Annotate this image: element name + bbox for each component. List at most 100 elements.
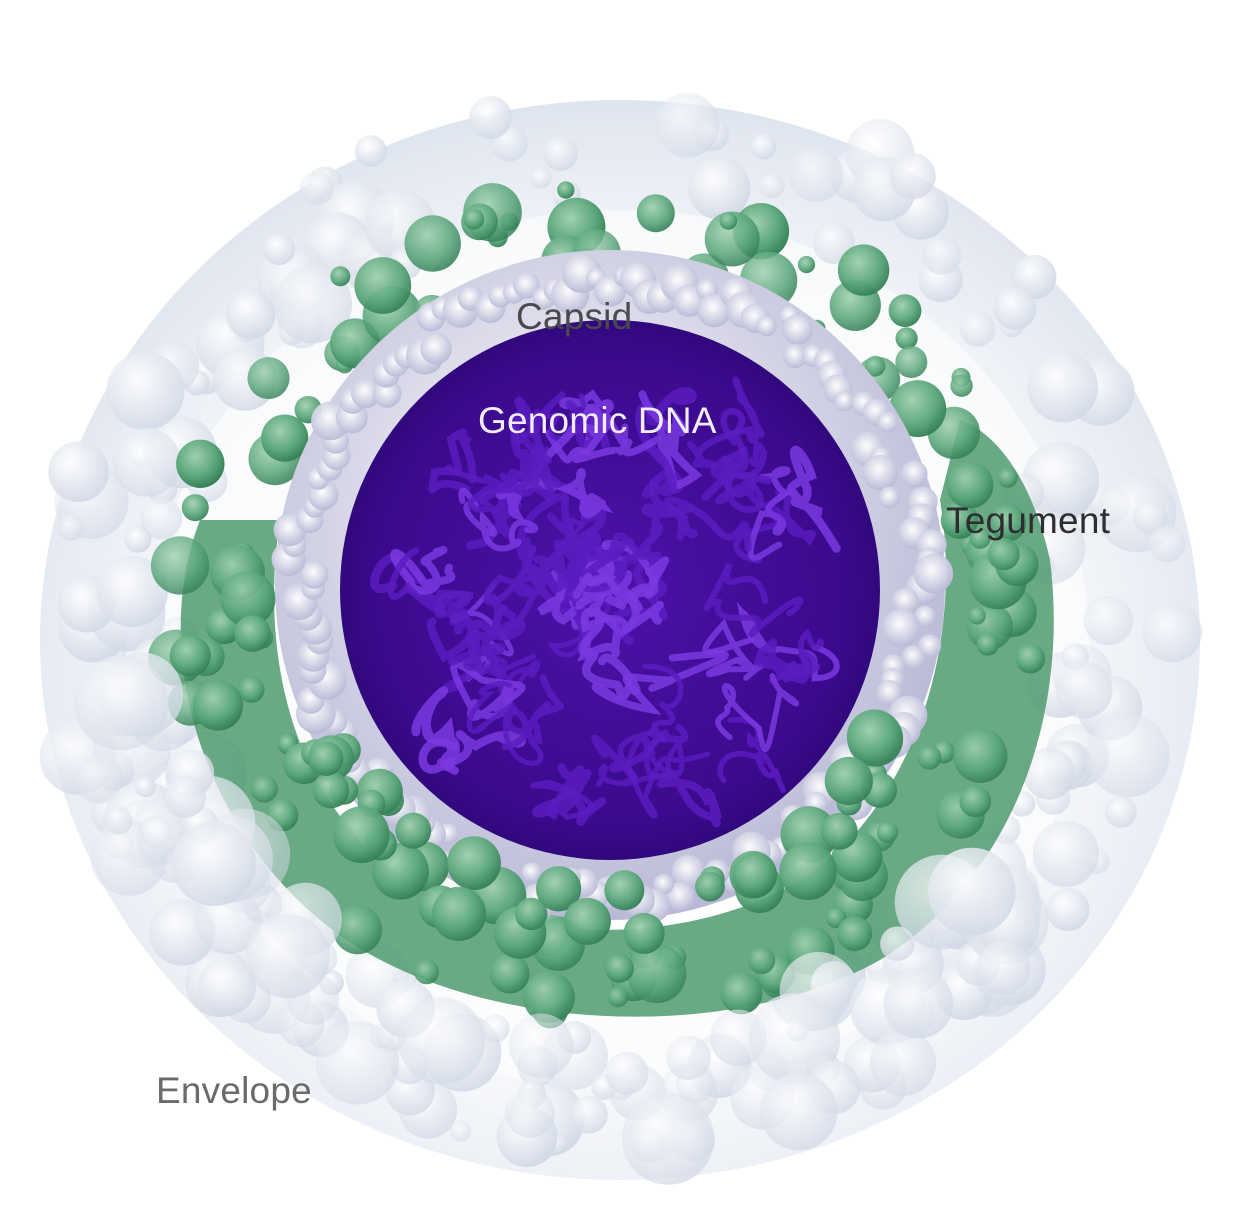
envelope-blob — [106, 352, 185, 430]
envelope-blob — [759, 172, 785, 199]
dna-strand — [642, 663, 684, 780]
tegument-front-blob — [447, 836, 501, 890]
tegument-front-blob — [515, 897, 548, 931]
tegument-front-blob — [779, 842, 837, 900]
tegument-front-blob — [395, 812, 432, 849]
envelope-front-blob — [880, 926, 915, 961]
tegument-blob — [333, 905, 382, 955]
dna-strand — [703, 562, 804, 639]
envelope-blob — [922, 236, 962, 275]
tegument-front-blob — [623, 912, 665, 954]
envelope-front-blob — [1105, 796, 1137, 828]
dna-strand — [702, 618, 764, 681]
genomic-dna-label: Genomic DNA — [478, 400, 717, 441]
capsid-bump — [671, 854, 705, 889]
tegument-blob — [895, 346, 928, 378]
dna-strand — [530, 779, 594, 821]
capsid-bump — [653, 873, 674, 895]
dna-strand — [753, 638, 821, 684]
tegument-front-blob — [333, 806, 390, 863]
envelope-blob — [750, 133, 777, 160]
tegument-blob — [895, 327, 918, 350]
envelope-front-blob — [605, 1051, 649, 1095]
capsid-bump — [834, 391, 855, 412]
dna-strand — [426, 617, 506, 671]
tegument-blob — [987, 538, 1020, 571]
tegument-blob — [946, 461, 994, 509]
tegument-blob — [627, 943, 687, 1004]
envelope-blob — [96, 555, 168, 628]
tegument-blob — [940, 501, 979, 539]
tegument-blob — [719, 212, 738, 230]
envelope-blob — [543, 136, 578, 172]
envelope-blob — [299, 171, 334, 206]
dna-strand — [630, 444, 695, 565]
dna-strand — [587, 539, 659, 634]
tegument-blob — [557, 181, 575, 199]
capsid-bump — [892, 587, 919, 615]
envelope-blob — [1083, 595, 1134, 646]
tegument-blob — [953, 728, 1008, 783]
capsid-bump — [882, 608, 921, 647]
tegument-blob — [463, 208, 485, 230]
envelope-front-blob — [245, 914, 330, 999]
envelope-blob — [687, 157, 751, 220]
tegument-blob — [176, 439, 225, 488]
envelope-blob — [450, 1120, 472, 1142]
tegument-blob — [720, 972, 763, 1015]
dna-strand — [390, 545, 456, 595]
tegument-blob — [988, 504, 1026, 542]
envelope-front-blob — [870, 1030, 937, 1096]
dna-strand — [572, 403, 662, 463]
envelope-blob — [1142, 602, 1202, 663]
envelope-front-blob — [163, 775, 207, 819]
tegument-blob — [968, 607, 986, 625]
envelope-blob — [140, 497, 183, 540]
tegument-front-blob — [431, 886, 486, 942]
envelope-front-blob — [1032, 820, 1099, 888]
tegument-blob — [959, 785, 991, 818]
tegument-blob — [876, 821, 899, 843]
envelope-blob — [788, 147, 844, 203]
tegument-blob — [489, 953, 530, 994]
envelope-front-blob — [760, 1073, 838, 1151]
dna-strand — [663, 496, 752, 552]
tegument-front-blob — [820, 812, 858, 850]
dna-strand — [507, 430, 556, 502]
tegument-blob — [607, 986, 629, 1008]
capsid-bump — [901, 645, 926, 670]
dna-strand — [617, 723, 672, 819]
envelope-blob — [134, 776, 156, 798]
dna-strand — [483, 544, 546, 634]
envelope-blob — [354, 135, 387, 167]
envelope-front-blob — [1046, 887, 1090, 932]
tegument-blob — [261, 414, 309, 462]
tegument-blob — [747, 946, 776, 974]
capsid-bump — [862, 454, 899, 491]
tegument-blob — [404, 215, 461, 272]
tegument-blob — [889, 380, 947, 438]
front-blobs — [73, 652, 1137, 1185]
envelope-blob — [469, 96, 512, 139]
envelope-blob — [1086, 713, 1170, 798]
envelope-blob — [112, 428, 181, 497]
dna-strand — [786, 445, 841, 553]
capsid-bump — [877, 411, 899, 433]
envelope-blob — [1011, 254, 1057, 300]
tegument-blob — [1015, 643, 1046, 674]
tegument-blob — [888, 294, 922, 327]
tegument-blob — [523, 971, 575, 1023]
capsid-bump — [914, 605, 936, 628]
tegument-blob — [181, 494, 209, 522]
capsid-bump — [521, 862, 542, 883]
tegument-blob — [636, 194, 675, 233]
envelope-front-blob — [976, 941, 1031, 995]
tegument-blob — [234, 615, 271, 652]
capsid-bump — [878, 486, 900, 508]
envelope-front-blob — [505, 1088, 556, 1138]
tegument-front-blob — [563, 897, 611, 945]
tegument-front-blob — [536, 866, 582, 912]
tegument-front-blob — [695, 871, 725, 902]
tegument-blob — [192, 680, 243, 731]
